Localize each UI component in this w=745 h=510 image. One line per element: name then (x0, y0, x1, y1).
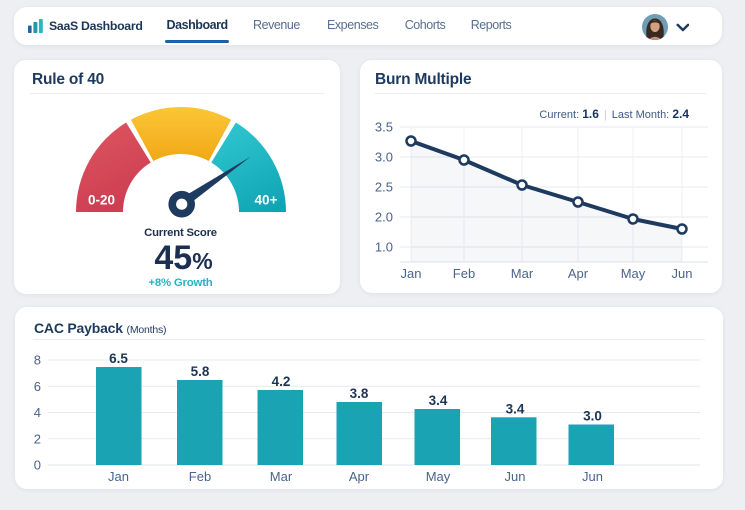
svg-text:Apr: Apr (349, 469, 370, 484)
svg-text:3.0: 3.0 (583, 409, 602, 424)
svg-text:0: 0 (34, 458, 41, 473)
svg-text:Jun: Jun (672, 266, 693, 281)
svg-text:Feb: Feb (189, 469, 211, 484)
svg-text:5.8: 5.8 (191, 364, 210, 379)
svg-text:3.0: 3.0 (375, 150, 393, 165)
svg-text:6: 6 (34, 379, 41, 394)
svg-text:4: 4 (34, 405, 41, 420)
svg-text:8: 8 (34, 353, 41, 368)
svg-text:Mar: Mar (511, 266, 534, 281)
svg-text:1.0: 1.0 (375, 240, 393, 255)
svg-text:3.4: 3.4 (429, 393, 448, 408)
svg-text:40+: 40+ (255, 193, 278, 208)
svg-text:4.2: 4.2 (272, 374, 291, 389)
svg-text:Jun: Jun (505, 469, 526, 484)
svg-text:0-20: 0-20 (88, 193, 115, 208)
svg-text:2.5: 2.5 (375, 180, 393, 195)
svg-text:2.0: 2.0 (375, 210, 393, 225)
svg-text:3.8: 3.8 (350, 386, 369, 401)
svg-text:3.5: 3.5 (375, 120, 393, 135)
svg-text:Apr: Apr (568, 266, 589, 281)
svg-text:Jan: Jan (401, 266, 422, 281)
svg-text:May: May (621, 266, 646, 281)
svg-text:2: 2 (34, 431, 41, 446)
svg-text:Feb: Feb (453, 266, 475, 281)
svg-text:3.4: 3.4 (506, 401, 525, 416)
svg-text:Jun: Jun (582, 469, 603, 484)
svg-text:Jan: Jan (108, 469, 129, 484)
svg-text:Mar: Mar (270, 469, 293, 484)
svg-text:6.5: 6.5 (109, 351, 128, 366)
svg-text:May: May (426, 469, 451, 484)
